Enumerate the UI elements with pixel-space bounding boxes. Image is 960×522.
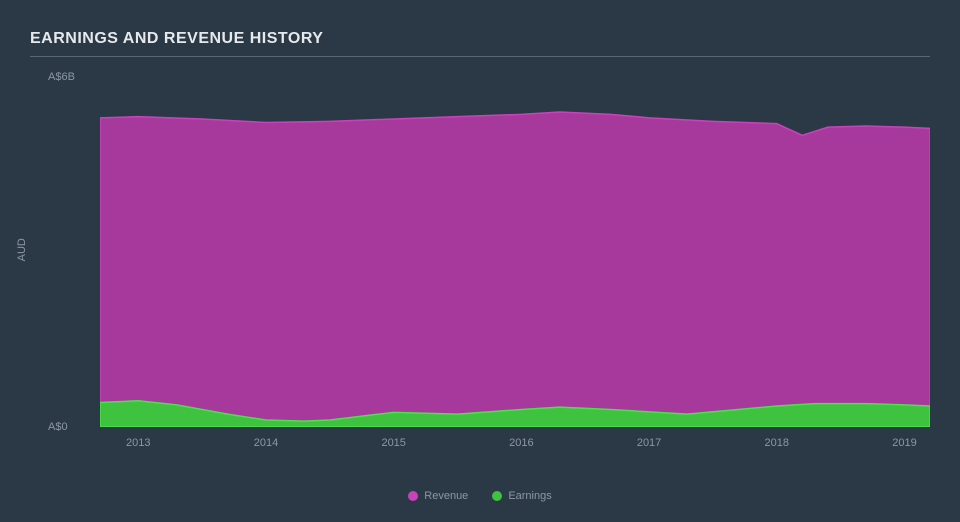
legend-label: Earnings (508, 490, 551, 502)
area-series-revenue (100, 112, 930, 427)
chart-title: EARNINGS AND REVENUE HISTORY (30, 30, 930, 57)
y-axis-label: AUD (16, 238, 28, 261)
x-tick-label: 2017 (637, 437, 661, 449)
legend-label: Revenue (424, 490, 468, 502)
x-tick-label: 2019 (892, 437, 916, 449)
legend-item-revenue: Revenue (408, 490, 468, 502)
legend-item-earnings: Earnings (492, 490, 551, 502)
y-tick-label: A$6B (48, 71, 75, 83)
y-tick-label: A$0 (48, 421, 68, 433)
legend-swatch-icon (492, 491, 502, 501)
x-tick-label: 2013 (126, 437, 150, 449)
chart-area: AUD A$0A$6B 2013201420152016201720182019 (30, 77, 930, 457)
chart-container: EARNINGS AND REVENUE HISTORY AUD A$0 A$6B… (0, 0, 960, 522)
x-tick-label: 2014 (254, 437, 278, 449)
x-tick-label: 2018 (765, 437, 789, 449)
legend-swatch-icon (408, 491, 418, 501)
x-tick-label: 2015 (381, 437, 405, 449)
chart-legend: Revenue Earnings (0, 490, 960, 504)
plot-area: 2013201420152016201720182019 (100, 77, 930, 427)
x-tick-label: 2016 (509, 437, 533, 449)
